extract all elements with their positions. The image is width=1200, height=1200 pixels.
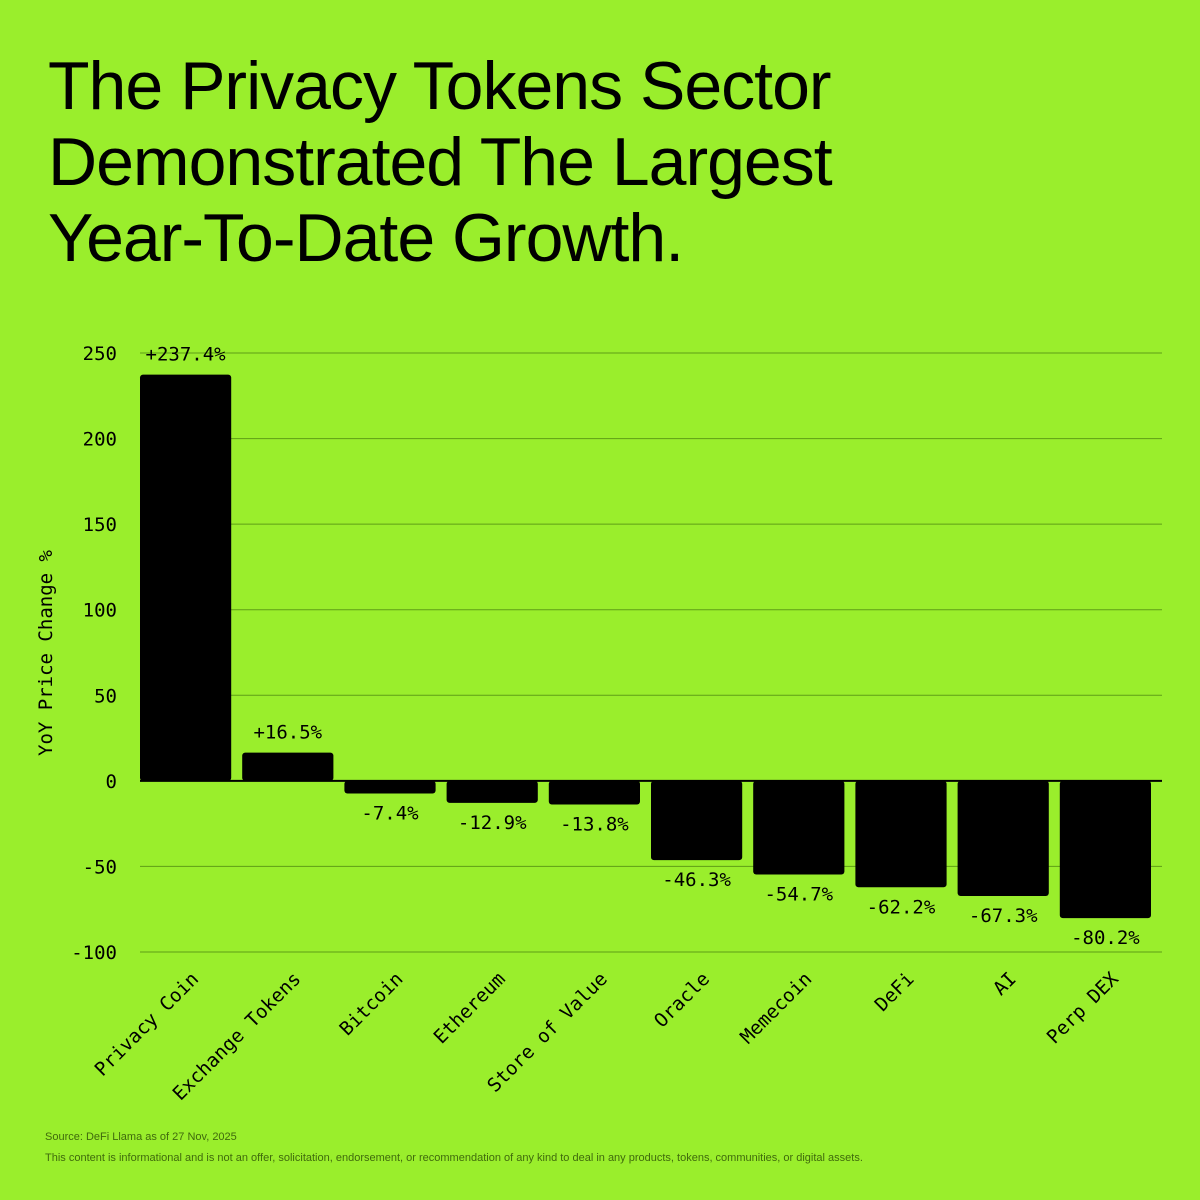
y-tick-label: 150 (83, 514, 117, 536)
footer: Source: DeFi Llama as of 27 Nov, 2025 Th… (45, 1131, 863, 1164)
data-label: -62.2% (867, 896, 936, 918)
bar-chart: 250 200 150 100 50 0 -50 -100 YoY Price Change … (35, 343, 1162, 1105)
y-tick-label: 50 (94, 685, 117, 707)
x-tick-label: AI (989, 968, 1021, 1000)
data-label: -67.3% (969, 905, 1038, 927)
data-label: +237.4% (146, 344, 227, 366)
bar (957, 780, 1049, 897)
y-tick-label: -100 (71, 942, 117, 964)
y-tick-label: 100 (83, 600, 117, 622)
data-labels: +237.4% +16.5% -7.4% -12.9% -13.8% -46.3% -54.… (146, 344, 1141, 950)
bar (1059, 780, 1151, 919)
bar (140, 374, 232, 781)
bars (140, 374, 1151, 919)
bar (651, 780, 743, 861)
gridlines (140, 352, 1162, 953)
title-line-1: The Privacy Tokens Sector (48, 48, 832, 124)
x-tick-label: Oracle (650, 968, 714, 1032)
title-line-2: Demonstrated The Largest (48, 124, 833, 200)
x-tick-label: Bitcoin (335, 968, 407, 1040)
chart-title: The Privacy Tokens Sector Demonstrated T… (48, 48, 1048, 276)
y-axis-ticks: 250 200 150 100 50 0 -50 -100 (71, 343, 117, 964)
data-label: -80.2% (1071, 927, 1140, 949)
title-line-3: Year-To-Date Growth. (48, 200, 684, 276)
data-label: -7.4% (361, 803, 419, 825)
x-tick-label: Perp DEX (1043, 968, 1124, 1049)
x-tick-label: Memecoin (736, 968, 816, 1048)
bar (855, 780, 947, 888)
y-tick-label: 0 (106, 771, 117, 793)
data-label: -12.9% (458, 812, 527, 834)
bar (548, 780, 640, 805)
data-label: -13.8% (560, 813, 629, 835)
x-tick-label: DeFi (871, 968, 919, 1016)
data-label: -54.7% (764, 883, 833, 905)
y-axis-label: YoY Price Change % (35, 549, 57, 755)
y-tick-label: 250 (83, 343, 117, 365)
source-note: Source: DeFi Llama as of 27 Nov, 2025 (45, 1131, 237, 1143)
bar (242, 752, 334, 781)
disclaimer: This content is informational and is not… (45, 1152, 863, 1164)
y-tick-label: -50 (83, 856, 117, 878)
bar (753, 780, 845, 875)
bar (446, 780, 538, 803)
data-label: -46.3% (662, 869, 731, 891)
y-tick-label: 200 (83, 429, 117, 451)
data-label: +16.5% (253, 722, 322, 744)
x-tick-label: Ethereum (429, 968, 509, 1048)
bar (344, 780, 436, 794)
x-tick-label: Privacy Coin (91, 968, 204, 1081)
